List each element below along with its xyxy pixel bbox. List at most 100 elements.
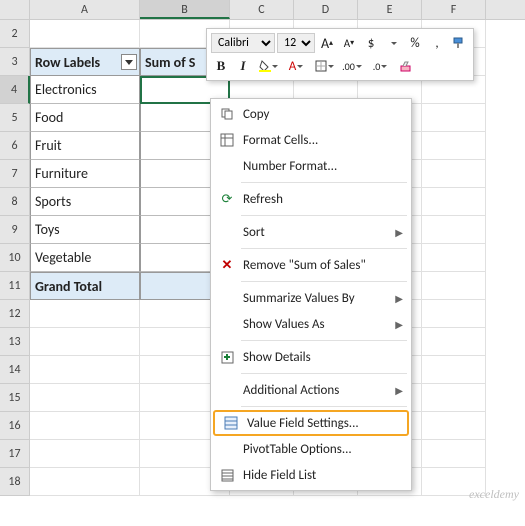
menu-separator <box>241 406 407 407</box>
context-menu: Copy Format Cells... Number Format... ⟳ … <box>210 98 412 491</box>
menu-pivot-options-label: PivotTable Options... <box>239 442 403 457</box>
menu-value-field-label: Value Field Settings... <box>243 416 399 431</box>
submenu-arrow-icon: ▶ <box>389 318 403 331</box>
row-header-7[interactable]: 7 <box>0 160 30 188</box>
value-field-settings-icon <box>219 413 243 433</box>
rowlabels-dropdown-icon[interactable] <box>121 54 137 70</box>
menu-remove[interactable]: ✕ Remove "Sum of Sales" <box>211 252 411 278</box>
pivot-row-food[interactable]: Food <box>30 104 140 132</box>
menu-hide-field-list[interactable]: Hide Field List <box>211 462 411 488</box>
col-header-c[interactable]: C <box>230 0 294 19</box>
row-header-17[interactable]: 17 <box>0 440 30 468</box>
refresh-icon: ⟳ <box>215 189 239 209</box>
increase-decimal-button[interactable]: .00 <box>339 56 365 76</box>
row-header-16[interactable]: 16 <box>0 412 30 440</box>
pivot-row-electronics[interactable]: Electronics <box>30 76 140 104</box>
menu-show-details-label: Show Details <box>239 350 403 365</box>
menu-separator <box>241 373 407 374</box>
menu-separator <box>241 215 407 216</box>
copy-icon <box>215 104 239 124</box>
submenu-arrow-icon: ▶ <box>389 384 403 397</box>
pivot-row-fruit[interactable]: Fruit <box>30 132 140 160</box>
menu-format-cells-label: Format Cells... <box>239 133 403 148</box>
menu-additional-actions[interactable]: Additional Actions ▶ <box>211 377 411 403</box>
menu-separator <box>241 340 407 341</box>
menu-number-format[interactable]: Number Format... <box>211 153 411 179</box>
field-list-icon <box>215 465 239 485</box>
row-header-12[interactable]: 12 <box>0 300 30 328</box>
menu-summarize-label: Summarize Values By <box>239 291 389 306</box>
row-header-8[interactable]: 8 <box>0 188 30 216</box>
accounting-format-button[interactable]: $ <box>361 33 381 53</box>
col-header-a[interactable]: A <box>30 0 140 19</box>
row-header-18[interactable]: 18 <box>0 468 30 496</box>
submenu-arrow-icon: ▶ <box>389 226 403 239</box>
format-cells-icon <box>215 130 239 150</box>
menu-pivottable-options[interactable]: PivotTable Options... <box>211 436 411 462</box>
decrease-decimal-button[interactable]: .0 <box>367 56 393 76</box>
decrease-font-button[interactable]: A▾ <box>339 33 359 53</box>
menu-show-as-label: Show Values As <box>239 317 389 332</box>
menu-value-field-settings[interactable]: Value Field Settings... <box>213 410 409 436</box>
menu-separator <box>241 248 407 249</box>
column-headers: A B C D E F <box>0 0 525 20</box>
show-details-icon <box>215 347 239 367</box>
menu-sort[interactable]: Sort ▶ <box>211 219 411 245</box>
percent-format-button[interactable]: % <box>405 33 425 53</box>
borders-button[interactable] <box>311 56 337 76</box>
menu-separator <box>241 281 407 282</box>
pivot-row-furniture[interactable]: Furniture <box>30 160 140 188</box>
clear-format-icon[interactable] <box>395 56 415 76</box>
menu-refresh-label: Refresh <box>239 192 403 207</box>
font-name-select[interactable]: Calibri <box>211 33 275 53</box>
menu-copy-label: Copy <box>239 107 403 122</box>
font-color-button[interactable]: A <box>283 56 309 76</box>
row-header-9[interactable]: 9 <box>0 216 30 244</box>
col-header-e[interactable]: E <box>358 0 422 19</box>
font-size-select[interactable]: 12 <box>277 33 315 53</box>
row-header-2[interactable]: 2 <box>0 20 30 48</box>
pivot-row-toys[interactable]: Toys <box>30 216 140 244</box>
accounting-dropdown[interactable] <box>383 33 403 53</box>
menu-show-details[interactable]: Show Details <box>211 344 411 370</box>
pivot-grand-total-label[interactable]: Grand Total <box>30 272 140 300</box>
italic-button[interactable]: I <box>233 56 253 76</box>
col-header-f[interactable]: F <box>422 0 486 19</box>
row-header-5[interactable]: 5 <box>0 104 30 132</box>
col-header-b[interactable]: B <box>140 0 230 19</box>
menu-copy[interactable]: Copy <box>211 101 411 127</box>
row-header-4[interactable]: 4 <box>0 76 30 104</box>
rowlabels-text: Row Labels <box>35 54 100 71</box>
menu-summarize[interactable]: Summarize Values By ▶ <box>211 285 411 311</box>
row-header-11[interactable]: 11 <box>0 272 30 300</box>
row-header-3[interactable]: 3 <box>0 48 30 76</box>
remove-icon: ✕ <box>215 255 239 275</box>
pivot-row-vegetable[interactable]: Vegetable <box>30 244 140 272</box>
row-header-14[interactable]: 14 <box>0 356 30 384</box>
bold-button[interactable]: B <box>211 56 231 76</box>
menu-show-values-as[interactable]: Show Values As ▶ <box>211 311 411 337</box>
menu-sort-label: Sort <box>239 225 389 240</box>
comma-format-button[interactable]: , <box>427 33 447 53</box>
cell-a2[interactable] <box>30 20 140 48</box>
pivot-row-sports[interactable]: Sports <box>30 188 140 216</box>
menu-remove-label: Remove "Sum of Sales" <box>239 258 403 273</box>
menu-refresh[interactable]: ⟳ Refresh <box>211 186 411 212</box>
row-header-13[interactable]: 13 <box>0 328 30 356</box>
menu-number-format-label: Number Format... <box>239 159 403 174</box>
row-header-10[interactable]: 10 <box>0 244 30 272</box>
pivot-header-rowlabels[interactable]: Row Labels <box>30 48 140 76</box>
row-header-6[interactable]: 6 <box>0 132 30 160</box>
select-all-corner[interactable] <box>0 0 30 19</box>
row-header-15[interactable]: 15 <box>0 384 30 412</box>
menu-format-cells[interactable]: Format Cells... <box>211 127 411 153</box>
submenu-arrow-icon: ▶ <box>389 292 403 305</box>
increase-font-button[interactable]: A▴ <box>317 33 337 53</box>
fill-color-button[interactable] <box>255 56 281 76</box>
menu-separator <box>241 182 407 183</box>
format-painter-icon[interactable] <box>449 33 469 53</box>
menu-additional-label: Additional Actions <box>239 383 389 398</box>
mini-toolbar: Calibri 12 A▴ A▾ $ % , B I A .00 .0 <box>206 28 474 81</box>
col-header-d[interactable]: D <box>294 0 358 19</box>
menu-hide-list-label: Hide Field List <box>239 468 403 483</box>
